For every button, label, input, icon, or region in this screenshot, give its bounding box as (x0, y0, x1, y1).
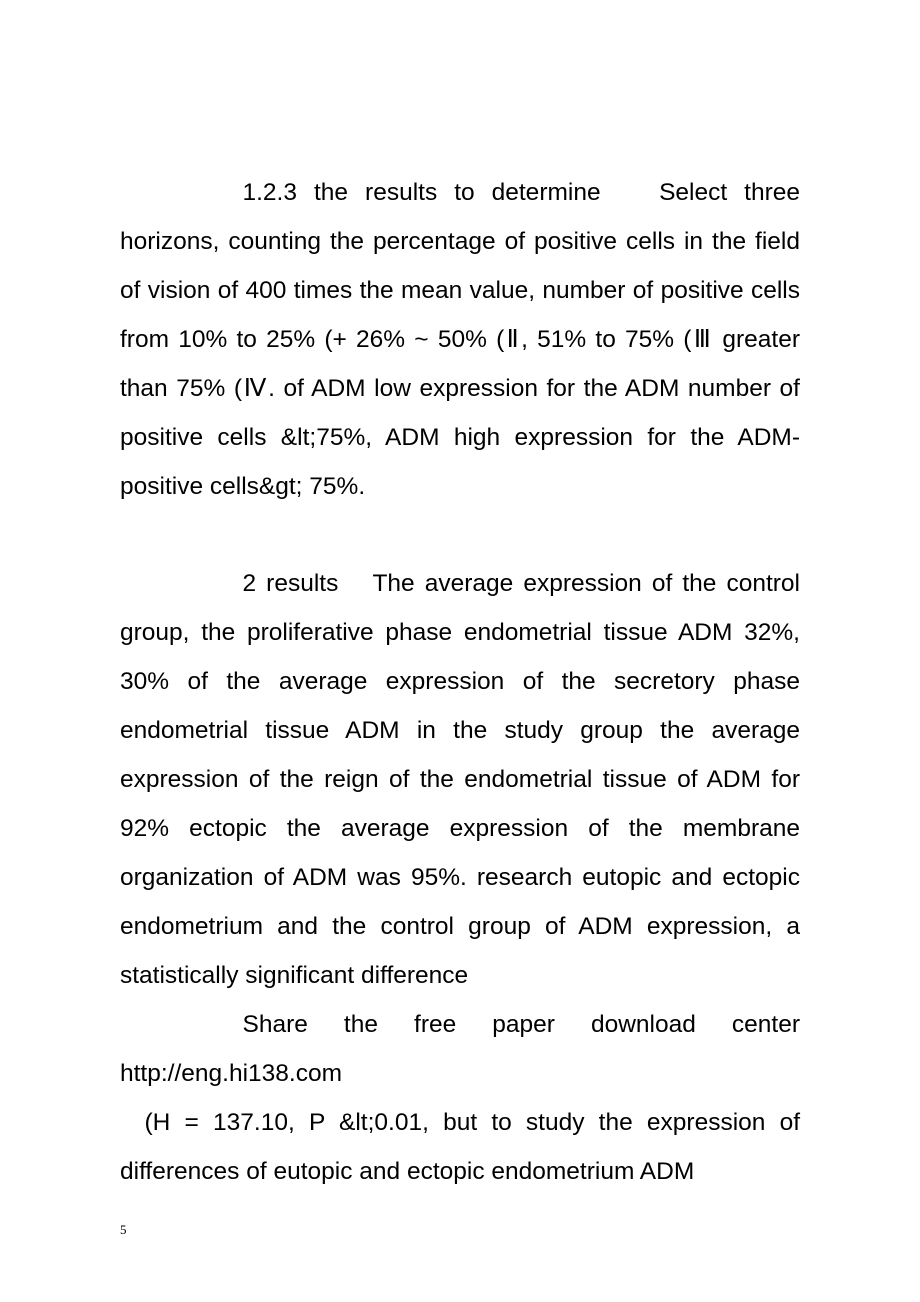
paragraph-stats: (H = 137.10, P &lt;0.01, but to study th… (120, 1098, 800, 1196)
paragraph-methods: 1.2.3 the results to determine Select th… (120, 168, 800, 511)
page-number: 5 (120, 1222, 127, 1238)
paragraph-share-link: Share the free paper download center htt… (120, 1000, 800, 1098)
page-content: 1.2.3 the results to determine Select th… (0, 0, 920, 1196)
paragraph-results: 2 results The average expression of the … (120, 559, 800, 1000)
